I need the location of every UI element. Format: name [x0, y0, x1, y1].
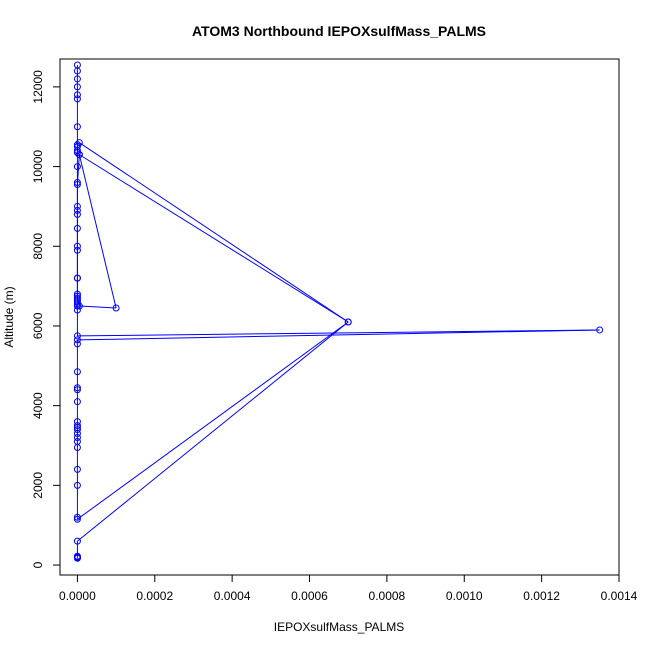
- data-point: [73, 123, 81, 131]
- data-point: [73, 418, 81, 426]
- series-line-segment: [77, 321, 349, 542]
- data-point: [75, 151, 83, 159]
- data-point: [73, 384, 81, 392]
- data-point: [73, 61, 81, 69]
- y-tick-label: 4000: [31, 392, 45, 419]
- data-point: [73, 210, 81, 218]
- y-axis: 0 2000 4000 6000 8000 10000 12000: [31, 70, 60, 568]
- x-tick-label: 0.0014: [601, 589, 638, 603]
- data-point: [73, 465, 81, 473]
- series-line-segment: [79, 154, 349, 323]
- data-point: [73, 181, 81, 189]
- data-point: [596, 326, 604, 334]
- x-tick-label: 0.0010: [446, 589, 483, 603]
- series-line-segment: [77, 321, 349, 520]
- x-tick-label: 0.0004: [214, 589, 251, 603]
- data-point: [73, 515, 81, 523]
- data-point: [73, 224, 81, 232]
- data-point: [75, 302, 83, 310]
- data-point: [73, 83, 81, 91]
- data-point: [73, 340, 81, 348]
- data-point: [73, 422, 81, 430]
- series-line-segment: [79, 142, 349, 323]
- data-point: [73, 274, 81, 282]
- data-point: [344, 318, 352, 326]
- x-tick-label: 0.0002: [136, 589, 173, 603]
- data-point: [73, 75, 81, 83]
- data-point: [73, 386, 81, 394]
- data-point: [73, 179, 81, 187]
- data-point: [73, 513, 81, 521]
- data-point: [73, 336, 81, 344]
- data-point: [73, 290, 81, 298]
- data-point: [73, 426, 81, 434]
- x-tick-label: 0.0006: [291, 589, 328, 603]
- data-point: [75, 139, 83, 147]
- series-line-segment: [77, 329, 600, 337]
- data-point: [73, 202, 81, 210]
- x-tick-label: 0.0012: [523, 589, 560, 603]
- data-point: [73, 91, 81, 99]
- x-axis: 0.0000 0.0002 0.0004 0.0006 0.0008 0.0010 0.00…: [59, 575, 638, 603]
- series-line-segment: [79, 305, 117, 309]
- series-point-group: [73, 61, 604, 562]
- series-line-group: [76, 64, 600, 559]
- series-line-segment: [77, 329, 600, 341]
- data-point: [73, 163, 81, 171]
- data-point: [73, 294, 81, 302]
- y-tick-label: 8000: [31, 233, 45, 260]
- data-point: [73, 95, 81, 103]
- series-line-segment: [78, 154, 117, 309]
- y-tick-label: 6000: [31, 312, 45, 339]
- plot-area: [59, 58, 620, 576]
- y-tick-label: 10000: [31, 150, 45, 184]
- y-tick-label: 2000: [31, 472, 45, 499]
- x-axis-label: IEPOXsulfMass_PALMS: [274, 620, 405, 634]
- data-point: [73, 481, 81, 489]
- x-tick-label: 0.0000: [59, 589, 96, 603]
- y-tick-label: 12000: [31, 70, 45, 104]
- data-point: [73, 242, 81, 250]
- data-point: [73, 368, 81, 376]
- data-point: [73, 398, 81, 406]
- data-point: [73, 143, 81, 151]
- data-point: [73, 434, 81, 442]
- data-point: [73, 552, 81, 560]
- data-point: [73, 438, 81, 446]
- data-point: [73, 332, 81, 340]
- y-tick-label: 0: [31, 561, 45, 568]
- data-point: [73, 206, 81, 214]
- data-point: [73, 246, 81, 254]
- data-point: [73, 537, 81, 545]
- chart-title: ATOM3 Northbound IEPOXsulfMass_PALMS: [192, 23, 486, 39]
- y-axis-label: Altitude (m): [2, 286, 16, 347]
- data-point: [112, 304, 120, 312]
- x-tick-label: 0.0008: [369, 589, 406, 603]
- data-point: [73, 147, 81, 155]
- data-point: [73, 292, 81, 300]
